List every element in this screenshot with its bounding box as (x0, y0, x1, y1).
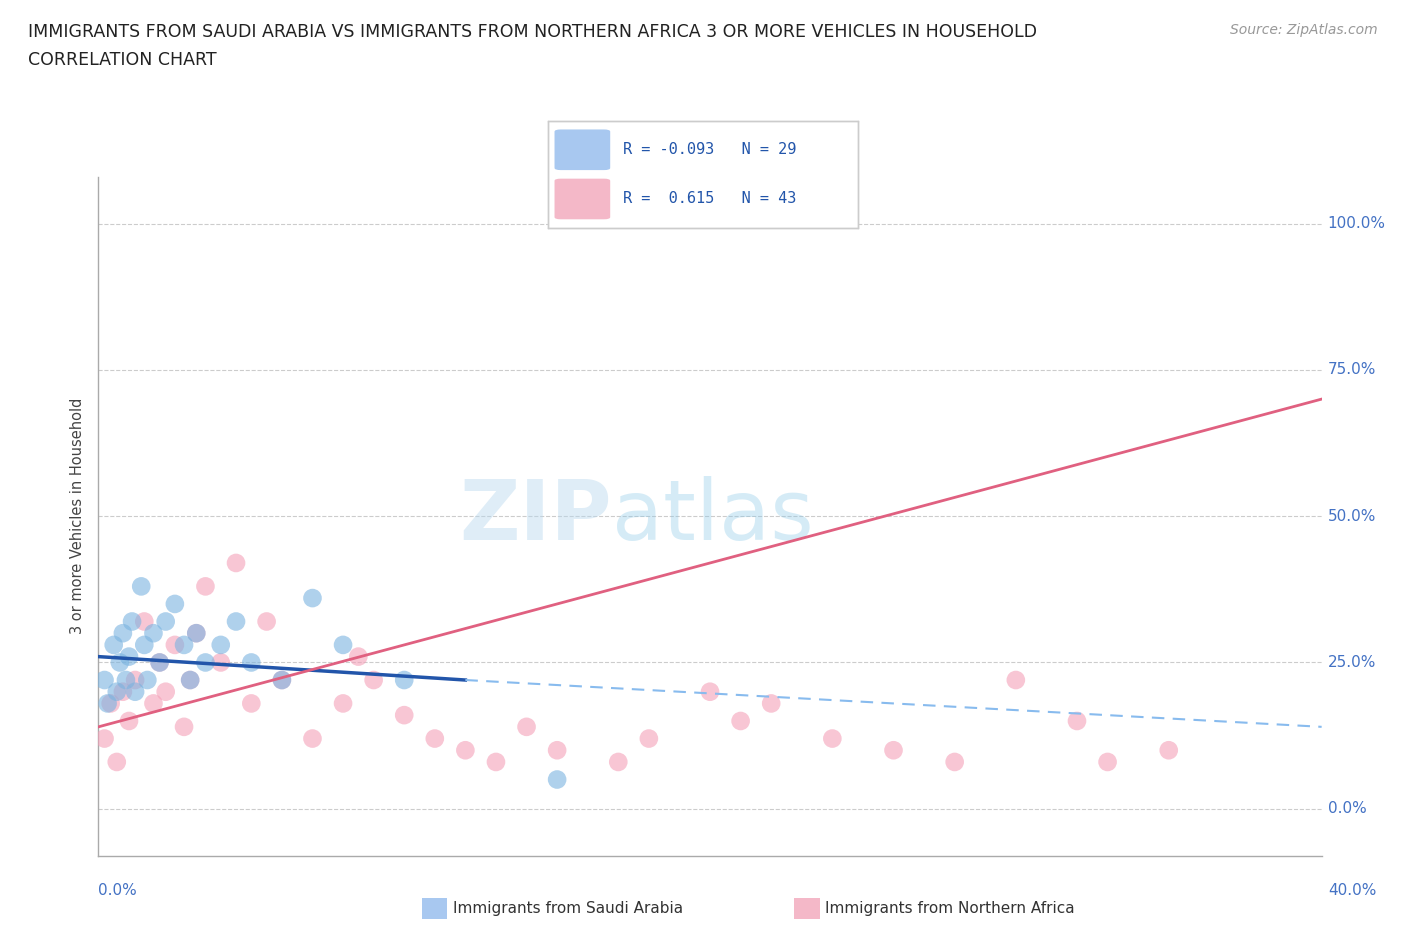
Point (240, 696, 263, 711)
Point (1097, 754, 1119, 769)
Point (1157, 743, 1180, 758)
Point (194, 655, 217, 670)
Point (225, 614, 247, 629)
Text: 40.0%: 40.0% (1327, 883, 1376, 897)
Point (332, 696, 354, 711)
Point (124, 684, 146, 699)
Point (546, 743, 568, 758)
Text: CORRELATION CHART: CORRELATION CHART (28, 51, 217, 69)
Point (108, 655, 131, 670)
Point (332, 637, 354, 652)
Point (173, 637, 195, 652)
Text: atlas: atlas (612, 475, 814, 557)
Point (155, 614, 177, 629)
Point (607, 754, 630, 769)
FancyBboxPatch shape (554, 179, 610, 219)
Text: Source: ZipAtlas.com: Source: ZipAtlas.com (1230, 23, 1378, 37)
Point (118, 649, 141, 664)
Point (392, 708, 416, 723)
Point (1066, 713, 1088, 728)
Point (173, 720, 195, 735)
Point (225, 555, 247, 570)
Point (546, 772, 568, 787)
Point (93, 731, 115, 746)
Point (454, 743, 477, 758)
Point (730, 713, 752, 728)
Point (149, 655, 172, 670)
Point (129, 579, 152, 594)
Point (155, 684, 177, 699)
Text: 50.0%: 50.0% (1327, 509, 1376, 524)
Point (134, 614, 156, 629)
Point (485, 754, 508, 769)
Point (134, 637, 156, 652)
Point (121, 614, 143, 629)
Point (392, 672, 416, 687)
Point (163, 637, 186, 652)
Y-axis label: 3 or more Vehicles in Household: 3 or more Vehicles in Household (70, 398, 86, 634)
Point (118, 713, 141, 728)
Point (1004, 672, 1026, 687)
Point (179, 672, 201, 687)
Point (699, 684, 721, 699)
Point (347, 649, 370, 664)
Point (256, 614, 278, 629)
Point (761, 696, 783, 711)
Point (115, 672, 138, 687)
Point (194, 579, 217, 594)
Point (103, 637, 125, 652)
Text: 0.0%: 0.0% (98, 883, 138, 897)
Text: R =  0.615   N = 43: R = 0.615 N = 43 (623, 192, 796, 206)
Text: IMMIGRANTS FROM SAUDI ARABIA VS IMMIGRANTS FROM NORTHERN AFRICA 3 OR MORE VEHICL: IMMIGRANTS FROM SAUDI ARABIA VS IMMIGRAN… (28, 23, 1038, 41)
Point (97, 696, 120, 711)
Point (363, 672, 385, 687)
Point (270, 672, 294, 687)
Text: 100.0%: 100.0% (1327, 216, 1386, 231)
Point (111, 626, 134, 641)
Text: Immigrants from Northern Africa: Immigrants from Northern Africa (825, 901, 1076, 916)
Point (136, 672, 159, 687)
Point (124, 672, 146, 687)
Point (105, 754, 128, 769)
Point (100, 696, 122, 711)
Text: 0.0%: 0.0% (1327, 802, 1367, 817)
Point (943, 754, 966, 769)
Point (883, 743, 905, 758)
Point (821, 731, 844, 746)
Point (149, 655, 172, 670)
Point (301, 731, 323, 746)
Point (105, 684, 128, 699)
Point (209, 655, 232, 670)
Point (209, 637, 232, 652)
Point (186, 626, 208, 641)
Point (142, 696, 165, 711)
Text: 25.0%: 25.0% (1327, 655, 1376, 670)
Point (142, 626, 165, 641)
Point (423, 731, 446, 746)
Point (179, 672, 201, 687)
Point (270, 672, 294, 687)
Point (516, 720, 538, 735)
Text: Immigrants from Saudi Arabia: Immigrants from Saudi Arabia (453, 901, 683, 916)
Point (637, 731, 661, 746)
FancyBboxPatch shape (554, 129, 610, 170)
Point (163, 596, 186, 611)
Point (186, 626, 208, 641)
Text: ZIP: ZIP (460, 475, 612, 557)
Point (301, 591, 323, 605)
Text: R = -0.093   N = 29: R = -0.093 N = 29 (623, 142, 796, 157)
Point (111, 684, 134, 699)
Point (240, 655, 263, 670)
Text: 75.0%: 75.0% (1327, 363, 1376, 378)
Point (93, 672, 115, 687)
